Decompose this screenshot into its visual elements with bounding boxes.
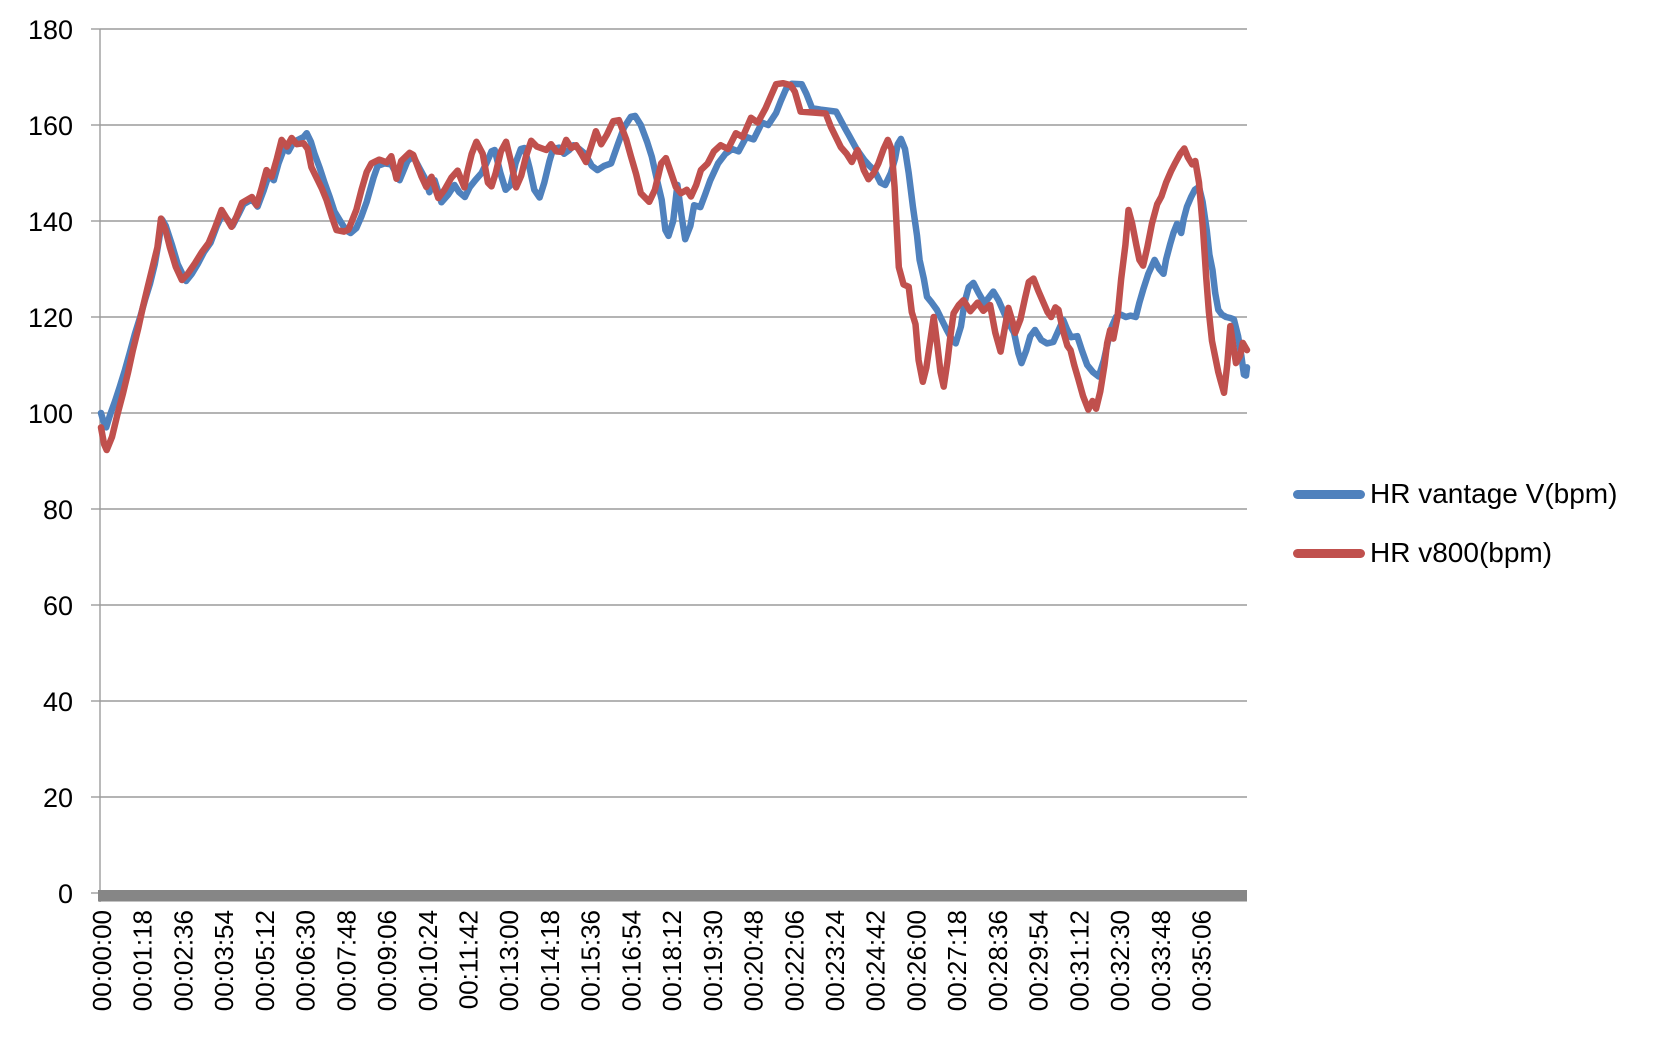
x-axis-label: 00:20:48: [739, 910, 769, 1011]
legend-item-hr-v800: HR v800(bpm): [1293, 536, 1617, 570]
x-axis-label: 00:27:18: [942, 910, 972, 1011]
x-axis-label: 00:28:36: [983, 910, 1013, 1011]
y-axis-label: 40: [43, 687, 73, 717]
y-axis-label: 160: [28, 111, 73, 141]
legend-label: HR vantage V(bpm): [1370, 478, 1618, 509]
x-axis-label: 00:35:06: [1187, 910, 1217, 1011]
y-axis-label: 60: [43, 591, 73, 621]
x-axis-label: 00:02:36: [168, 910, 198, 1011]
legend-label: HR v800(bpm): [1370, 537, 1553, 568]
legend-item-hr-vantage-v: HR vantage V(bpm): [1293, 477, 1617, 511]
x-axis-labels: 00:00:00 00:01:18 00:02:36 00:03:54 00:05:12…: [87, 910, 1217, 1011]
x-axis-label: 00:26:00: [901, 910, 931, 1011]
x-axis-label: 00:06:30: [291, 910, 321, 1011]
gridlines: [100, 28, 1247, 798]
x-axis-label: 00:32:30: [1105, 910, 1135, 1011]
y-axis-label: 180: [28, 15, 73, 45]
x-axis-label: 00:29:54: [1024, 910, 1054, 1011]
x-axis-label: 00:00:00: [87, 910, 117, 1011]
series-line-hr-v800: [97, 79, 1251, 454]
y-axis-label: 20: [43, 783, 73, 813]
y-axis-label: 140: [28, 207, 73, 237]
x-axis-label: 00:18:12: [657, 910, 687, 1011]
y-axis-label: 120: [28, 303, 73, 333]
y-axis-label: 0: [58, 879, 73, 909]
x-axis-label: 00:05:12: [250, 910, 280, 1011]
x-axis-label: 00:31:12: [1064, 910, 1094, 1011]
x-axis-label: 00:22:06: [779, 910, 809, 1011]
x-axis-label: 00:09:06: [372, 910, 402, 1011]
x-axis-label: 00:07:48: [331, 910, 361, 1011]
x-axis-label: 00:33:48: [1146, 910, 1176, 1011]
y-axis-label: 80: [43, 495, 73, 525]
x-axis-bar: [98, 890, 1247, 902]
x-axis-label: 00:13:00: [494, 910, 524, 1011]
x-axis-label: 00:14:18: [535, 910, 565, 1011]
legend-line-swatch-red: [1293, 548, 1365, 558]
x-axis-label: 00:19:30: [698, 910, 728, 1011]
data-series: [97, 79, 1251, 454]
x-axis-label: 00:11:42: [454, 910, 484, 1009]
legend: HR vantage V(bpm) HR v800(bpm): [1293, 477, 1617, 570]
x-axis-label: 00:03:54: [209, 910, 239, 1011]
axes: [91, 28, 1247, 902]
x-axis-label: 00:24:42: [861, 910, 891, 1011]
x-axis-label: 00:15:36: [576, 910, 606, 1011]
x-axis-label: 00:01:18: [128, 910, 158, 1011]
y-axis-labels: 0 20 40 60 80 100 120 140 160 180: [28, 15, 73, 909]
x-axis-label: 00:23:24: [820, 910, 850, 1011]
x-axis-label: 00:16:54: [616, 910, 646, 1011]
legend-line-swatch-blue: [1293, 489, 1365, 499]
y-axis-label: 100: [28, 399, 73, 429]
x-axis-label: 00:10:24: [413, 910, 443, 1011]
